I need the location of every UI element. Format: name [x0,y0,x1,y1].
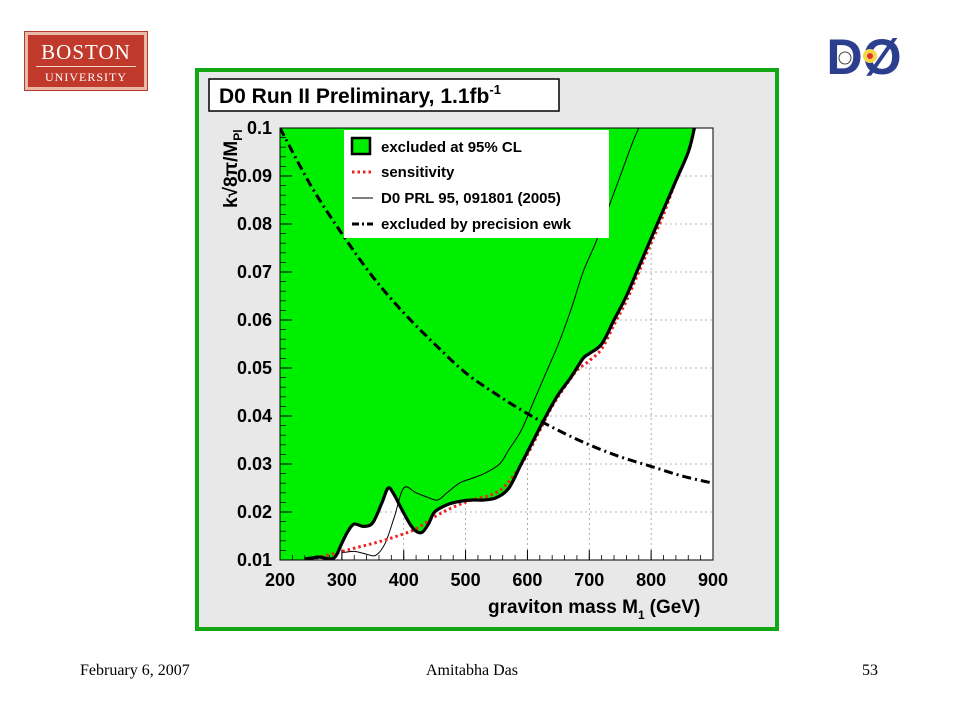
plot-frame [279,127,714,561]
series-lines [280,128,713,560]
y-tick-label: 0.01 [237,550,272,570]
x-tick-label: 600 [512,570,542,590]
series-line-ewk [280,128,713,485]
y-axis-label: k√8π/MPl [221,129,245,208]
legend-box [344,130,609,238]
legend-label-prl: D0 PRL 95, 091801 (2005) [381,190,561,207]
logo-line-1: BOSTON [41,40,131,64]
axis-ticks: 200 300 400 500 600 700 800 900 0.01 0.02 0.03 0.04… [237,118,728,590]
x-tick-label: 500 [451,570,481,590]
x-tick-label: 700 [574,570,604,590]
y-tick-label: 0.03 [237,454,272,474]
y-tick-label: 0.07 [237,262,272,282]
legend: excluded at 95% CL sensitivity D0 PRL 95… [344,130,609,238]
footer-page-number: 53 [862,662,878,679]
plot-svg: 200 300 400 500 600 700 800 900 0.01 0.02 0.03 0.04… [195,68,779,631]
series-line-prl [341,128,640,557]
logo-divider [36,66,136,67]
y-tick-label: 0.04 [237,406,272,426]
x-tick-label: 800 [636,570,666,590]
y-tick-label: 0.05 [237,358,272,378]
x-axis-label: graviton mass M1 (GeV) [488,597,700,622]
footer-date: February 6, 2007 [80,662,190,679]
y-tick-label: 0.09 [237,166,272,186]
chart-title: D0 Run II Preliminary, 1.1fb-1 [219,82,501,108]
logo-line-2: UNIVERSITY [45,70,127,84]
title-box [208,78,560,112]
x-tick-label: 900 [698,570,728,590]
footer-author: Amitabha Das [426,662,518,679]
x-tick-label: 200 [265,570,295,590]
d0-experiment-logo: DØ [812,26,916,84]
y-tick-label: 0.08 [237,214,272,234]
series-line-excluded [304,128,696,560]
x-tick-label: 300 [327,570,357,590]
y-tick-label: 0.1 [247,118,272,138]
boston-university-logo: BOSTON UNIVERSITY [24,31,148,91]
y-tick-label: 0.02 [237,502,272,522]
legend-label-sensitivity: sensitivity [381,164,455,181]
series-line-sensitivity [304,128,696,560]
plot-figure: 200 300 400 500 600 700 800 900 0.01 0.02 0.03 0.04… [195,68,779,631]
legend-swatch-excluded [350,136,372,156]
x-tick-label: 400 [389,570,419,590]
legend-label-excluded: excluded at 95% CL [381,139,522,156]
legend-label-ewk: excluded by precision ewk [381,216,572,233]
y-tick-label: 0.06 [237,310,272,330]
